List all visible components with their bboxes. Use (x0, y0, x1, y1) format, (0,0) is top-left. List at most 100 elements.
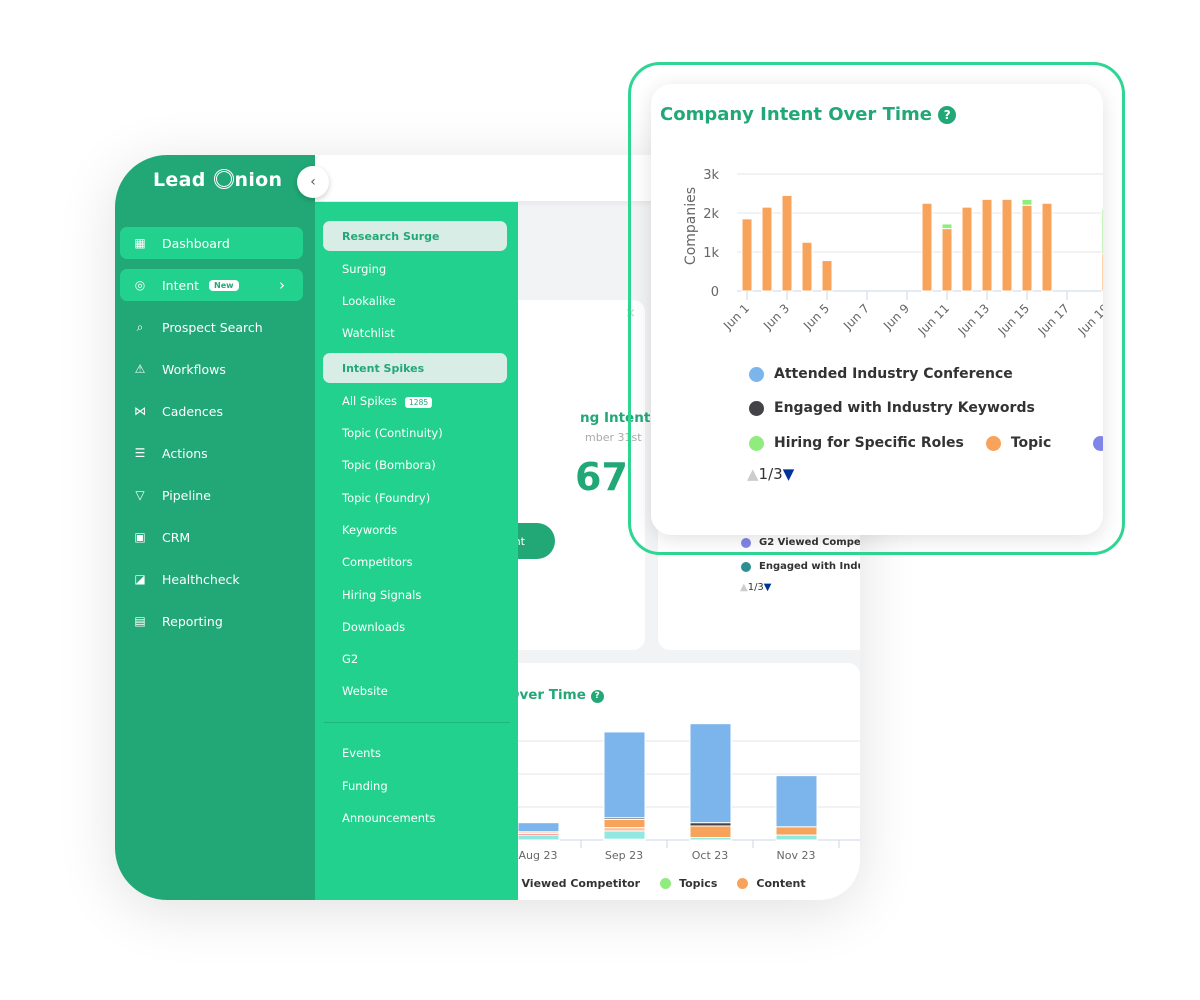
legend-dot (737, 878, 749, 889)
help-icon[interactable]: ? (938, 106, 957, 124)
search-icon: ⌕ (136, 319, 144, 334)
sidebar-item-dashboard[interactable]: ▦ Dashboard (120, 227, 303, 259)
submenu-header-research-surge[interactable]: Research Surge (323, 221, 507, 251)
chevron-right-icon: › (279, 276, 285, 294)
legend-item[interactable]: Attended Industry Conference (749, 366, 1013, 382)
sidebar-item-pipeline[interactable]: ▽ Pipeline (120, 479, 303, 511)
bar-segment (1021, 198, 1033, 206)
company-intent-chart-card: Company Intent Over Time ? 0 1k 2k 3k Compan… (651, 84, 1103, 535)
submenu-item[interactable]: Keywords (342, 522, 398, 537)
x-tick-label: Nov 23 (777, 849, 816, 862)
sidebar-item-workflows[interactable]: ⚠ Workflows (120, 353, 303, 385)
chart-title: Over Time (508, 687, 586, 703)
bar-segment (941, 223, 953, 230)
legend-item[interactable]: Hiring for Specific Roles (749, 435, 964, 451)
legend-item[interactable]: Engaged with Industry Keywords (741, 561, 860, 572)
report-icon: ▤ (134, 614, 146, 628)
bar-segment (1101, 208, 1103, 255)
collapse-sidebar-button[interactable]: ‹ (297, 166, 329, 198)
submenu-item[interactable]: Topic (Bombora) (342, 458, 436, 473)
submenu-item[interactable]: Website (342, 684, 388, 699)
highlight-frame (628, 62, 1125, 555)
bar-segment (941, 228, 953, 292)
legend-item[interactable]: 2 Viewed Competitor (510, 877, 641, 890)
chevron-left-icon: ‹ (310, 174, 316, 190)
submenu-item[interactable]: Announcements (342, 811, 436, 825)
bar-segment (741, 218, 753, 292)
legend-item[interactable]: G2 Viewed Competitor (741, 537, 860, 548)
bar-segment (1101, 253, 1103, 292)
sidebar-item-crm[interactable]: ▣ CRM (120, 521, 303, 553)
legend-item[interactable] (1093, 435, 1103, 451)
sidebar-item-reporting[interactable]: ▤ Reporting (120, 605, 303, 637)
logo: Lead nion (153, 169, 283, 191)
sidebar-item-label: Cadences (162, 403, 224, 419)
sidebar-item-intent[interactable]: ◎ Intent New › (120, 269, 303, 301)
bar-segment (761, 206, 773, 292)
sidebar-item-actions[interactable]: ☰ Actions (120, 437, 303, 469)
bar-segment (775, 834, 818, 841)
submenu-header-intent-spikes[interactable]: Intent Spikes (323, 353, 507, 383)
bar-segment (821, 260, 833, 292)
sidebar-item-prospect-search[interactable]: ⌕ Prospect Search (120, 311, 303, 343)
submenu-item[interactable]: Funding (342, 778, 388, 793)
bottom-chart-card: Over Time ? Aug 23 Sep 23 Oct 23 Nov 23 2 V… (490, 663, 860, 900)
x-tick-label: Jun 17 (1035, 301, 1072, 338)
sidebar-item-label: Pipeline (162, 487, 211, 503)
y-tick-label: 1k (703, 246, 719, 261)
new-badge: New (209, 279, 239, 291)
pager-down-icon: ▼ (782, 465, 795, 483)
legend-dot (660, 878, 672, 889)
legend-pager[interactable]: ▲1/3▼ (740, 582, 772, 593)
bottom-chart: Aug 23 Sep 23 Oct 23 Nov 23 (490, 723, 860, 862)
x-tick-label: Sep 23 (605, 849, 643, 862)
submenu-item[interactable]: Lookalike (342, 294, 396, 308)
submenu-item[interactable]: Surging (342, 262, 387, 276)
bar-segment (921, 202, 933, 292)
legend-item[interactable]: Topics (679, 877, 718, 890)
sidebar-item-label: Intent (162, 277, 200, 293)
sidebar-item-label: Dashboard (162, 235, 230, 251)
x-tick-label: Jun 13 (955, 301, 992, 338)
legend-item[interactable]: Topic (985, 435, 1051, 451)
x-tick-label: Aug 23 (519, 849, 558, 862)
sidebar-item-label: Actions (162, 445, 208, 461)
submenu-item[interactable]: G2 (342, 652, 359, 667)
y-axis-label: Companies (683, 187, 699, 265)
x-tick-label: Jun 19 (1075, 301, 1103, 338)
submenu-item[interactable]: Hiring Signals (342, 587, 422, 602)
sidebar-item-label: Healthcheck (162, 571, 240, 587)
submenu-item[interactable]: Watchlist (342, 326, 395, 340)
sidebar-item-cadences[interactable]: ⋈ Cadences (120, 395, 303, 427)
bar-segment (603, 818, 646, 829)
card-title: ng Intent (580, 410, 651, 426)
bar-segment (689, 825, 732, 839)
x-tick-label: Jun 7 (840, 301, 872, 333)
count-badge: 1285 (405, 397, 433, 408)
legend-dot (741, 537, 751, 548)
submenu-item[interactable]: Competitors (342, 555, 413, 570)
submenu-item[interactable]: Downloads (342, 619, 406, 634)
pager-up-icon: ▲ (740, 582, 748, 593)
workflow-icon: ⚠ (134, 362, 146, 376)
bar-segment (961, 206, 973, 292)
submenu-item[interactable]: Topic (Continuity) (342, 426, 443, 440)
bar-segment (517, 834, 560, 841)
grid-icon: ▦ (134, 236, 146, 250)
target-icon: ◎ (134, 278, 146, 292)
bar-segment (1041, 202, 1053, 292)
sidebar-item-label: Reporting (162, 613, 223, 629)
bar-segment (603, 731, 646, 819)
legend-item[interactable]: Content (756, 877, 806, 890)
submenu-item[interactable]: Topic (Foundry) (342, 490, 431, 505)
legend-pager[interactable]: ▲1/3▼ (747, 465, 795, 483)
pager-down-icon: ▼ (763, 582, 772, 593)
submenu-item[interactable]: Events (342, 746, 381, 760)
y-tick-label: 0 (711, 285, 719, 300)
sidebar-item-healthcheck[interactable]: ◪ Healthcheck (120, 563, 303, 595)
submenu-item-all-spikes[interactable]: All Spikes 1285 (342, 394, 433, 408)
cadence-icon: ⋈ (134, 404, 146, 418)
help-icon[interactable]: ? (590, 690, 604, 703)
legend-item[interactable]: Engaged with Industry Keywords (749, 400, 1035, 416)
